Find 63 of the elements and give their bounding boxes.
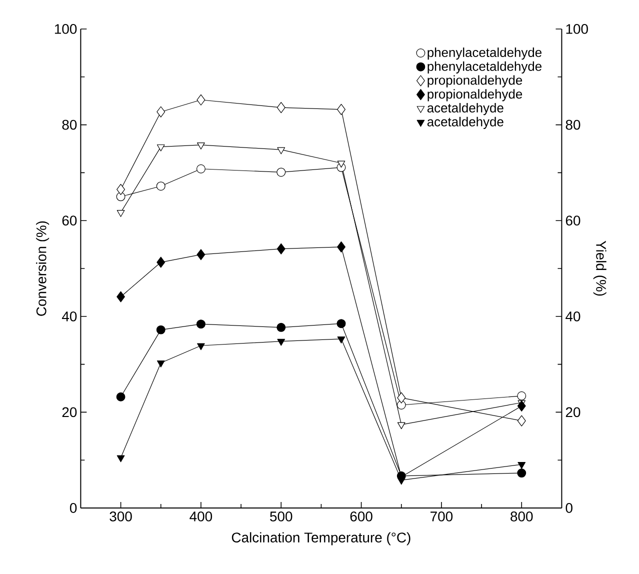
y-tick-label: 20	[62, 407, 77, 418]
point	[337, 336, 346, 344]
x-tick-label: 300	[110, 512, 132, 522]
point	[276, 168, 286, 177]
y2-tick-label: 0	[566, 503, 572, 513]
legend-label: propionaldehyde	[428, 89, 522, 102]
point	[337, 160, 346, 168]
x-tick-label: 600	[350, 512, 372, 522]
x-axis-title: Calcination Temperature (°C)	[232, 532, 410, 546]
y2-tick-label: 60	[566, 216, 580, 226]
y2-tick-label: 40	[566, 311, 580, 322]
legend-label: phenylacetaldehyde	[428, 48, 542, 60]
x-tick-label: 500	[270, 512, 292, 522]
legend-label: propionaldehyde	[428, 75, 522, 88]
point	[156, 106, 166, 118]
point	[337, 241, 346, 252]
y-tick-label: 40	[62, 311, 77, 322]
y2-tick-label: 100	[566, 24, 588, 34]
point	[196, 320, 206, 329]
point	[397, 422, 406, 430]
y-tick-label: 60	[62, 216, 77, 226]
x-tick-label: 400	[190, 512, 212, 522]
point	[337, 104, 346, 115]
point	[116, 392, 126, 402]
point	[156, 182, 166, 191]
point	[196, 249, 206, 260]
point	[116, 455, 125, 462]
y-axis-title: Conversion (%)	[36, 221, 50, 316]
point	[277, 147, 286, 154]
x-tick-label: 700	[430, 512, 453, 522]
point	[156, 360, 165, 368]
point	[276, 322, 286, 332]
x-tick-label: 800	[510, 512, 533, 522]
point	[197, 343, 205, 350]
y2-tick-label: 20	[566, 407, 580, 418]
point	[397, 478, 406, 485]
y-tick-label: 0	[70, 503, 77, 513]
point	[276, 102, 286, 114]
point	[277, 338, 286, 346]
point	[156, 325, 166, 334]
point	[116, 291, 126, 302]
point	[397, 392, 406, 404]
point	[156, 256, 166, 268]
point	[517, 468, 526, 478]
legend-label: acetaldehyde	[427, 116, 504, 129]
point	[197, 142, 205, 150]
legend-label: acetaldehyde	[427, 103, 504, 116]
point	[276, 243, 286, 254]
point	[517, 415, 526, 426]
point	[116, 210, 125, 217]
point	[156, 144, 165, 152]
point	[336, 319, 346, 328]
y2-axis-title: Yield (%)	[593, 240, 606, 296]
point	[517, 400, 526, 412]
y-tick-label: 100	[54, 24, 77, 34]
point	[196, 94, 206, 106]
point	[517, 391, 526, 400]
point	[518, 462, 526, 469]
point	[196, 164, 206, 174]
y-tick-label: 80	[62, 120, 77, 130]
point	[116, 184, 126, 195]
legend-label: phenylacetaldehyde	[428, 61, 542, 74]
y2-tick-label: 80	[566, 120, 580, 130]
